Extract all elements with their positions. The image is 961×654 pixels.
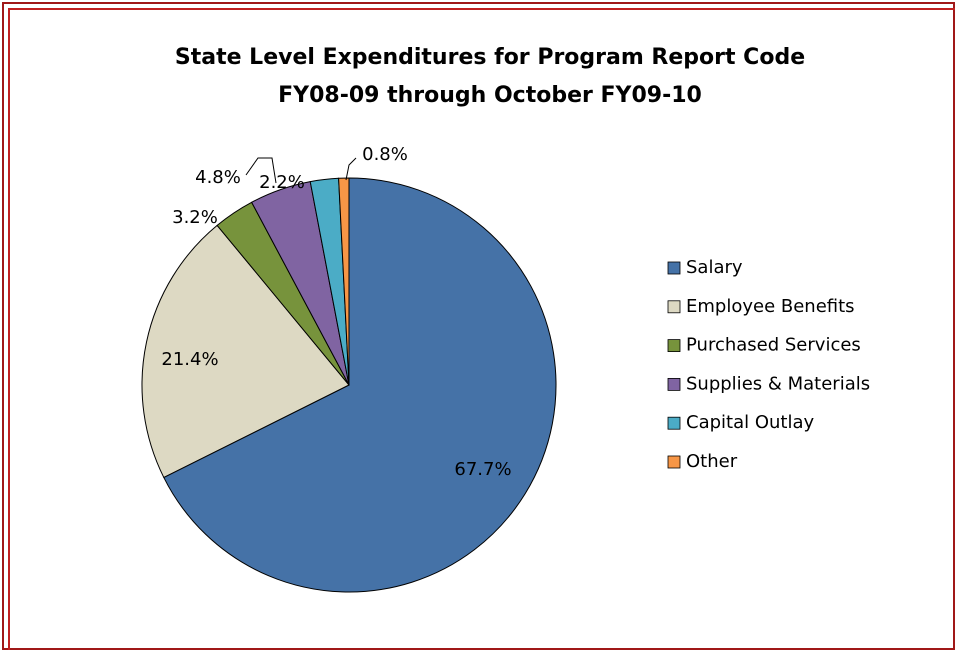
legend-swatch (667, 416, 681, 430)
pie-slice (338, 177, 350, 386)
frame-inner-border (8, 8, 955, 650)
legend-label: Employee Benefits (686, 296, 855, 317)
leader-line (245, 157, 277, 184)
data-label: 3.2% (172, 207, 218, 228)
leader-line (345, 157, 357, 181)
legend-label: Capital Outlay (686, 412, 815, 433)
data-label: 0.8% (362, 144, 408, 165)
legend-label: Supplies & Materials (686, 373, 870, 394)
chart-title: State Level Expenditures for Program Rep… (175, 45, 805, 70)
chart-subtitle: FY08-09 through October FY09-10 (278, 83, 702, 108)
pie-slice (163, 177, 557, 593)
legend-label: Other (686, 451, 738, 472)
legend-swatch (667, 300, 681, 314)
pie-slice (141, 224, 350, 479)
legend-swatch (667, 261, 681, 275)
data-label: 21.4% (161, 349, 218, 370)
data-label: 4.8% (195, 167, 241, 188)
legend-swatch (667, 455, 681, 469)
legend-label: Salary (686, 257, 743, 278)
legend-label: Purchased Services (686, 335, 861, 356)
legend-swatch (667, 377, 681, 391)
data-label: 2.2% (259, 172, 305, 193)
data-label: 67.7% (454, 459, 511, 480)
legend-swatch (667, 339, 681, 353)
